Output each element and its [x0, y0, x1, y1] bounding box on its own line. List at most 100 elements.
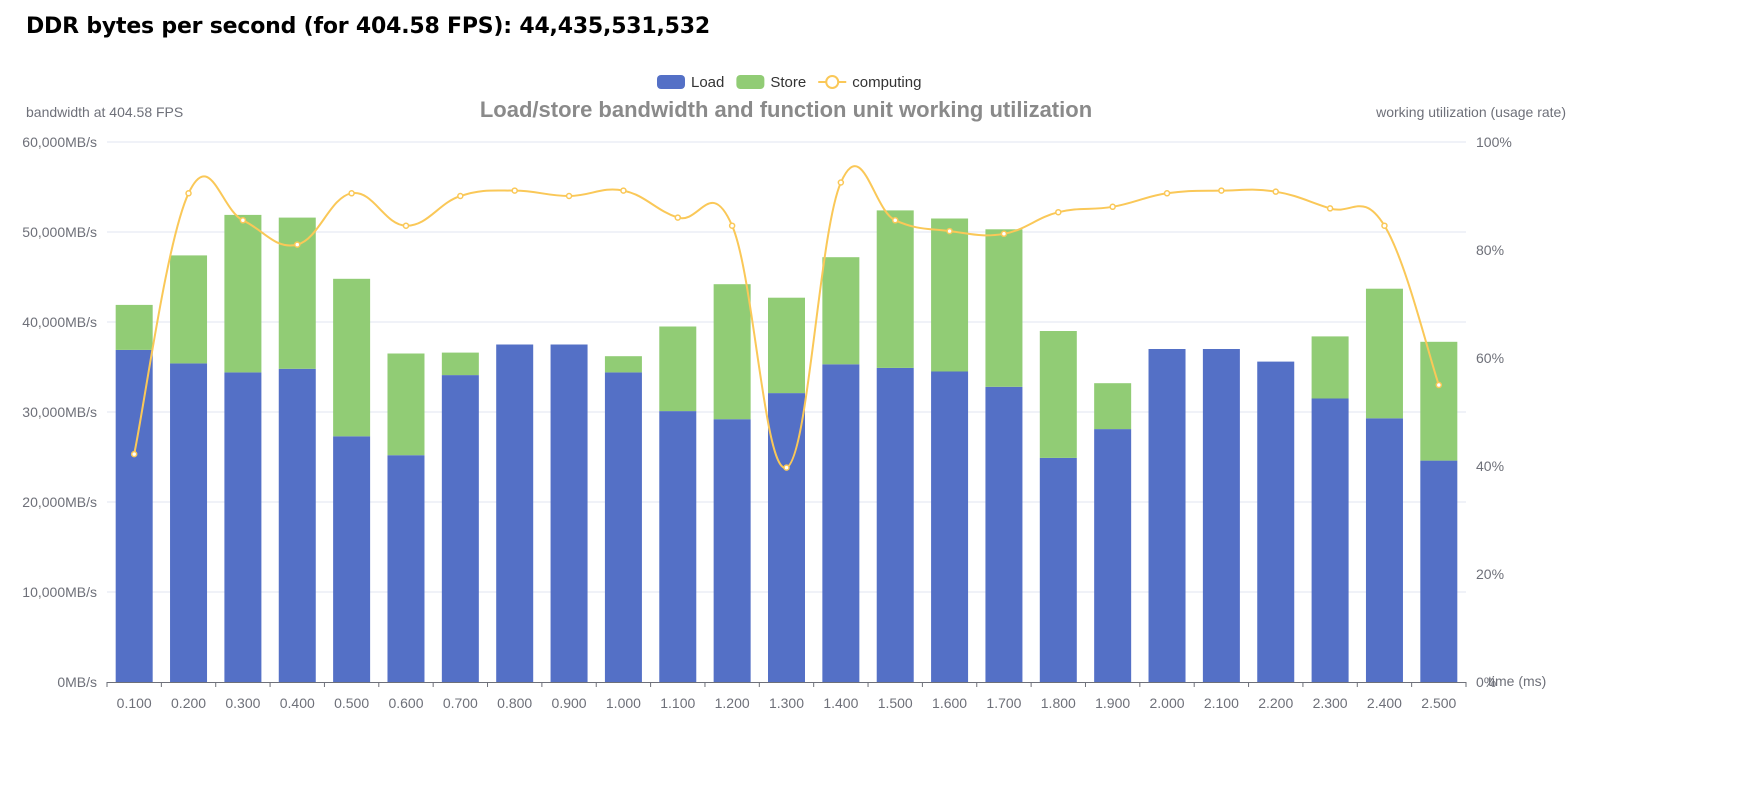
y2-tick-label: 60%	[1476, 350, 1504, 366]
bar-store-1.800[interactable]	[1039, 331, 1077, 458]
bar-store-1.900[interactable]	[1094, 383, 1132, 430]
page-heading-label: DDR bytes per second (for 404.58 FPS):	[26, 14, 512, 39]
computing-point-1.400[interactable]	[837, 179, 845, 186]
bar-load-1.200[interactable]	[713, 419, 751, 682]
x-tick-label: 1.600	[932, 695, 967, 711]
computing-point-1.600[interactable]	[946, 227, 953, 235]
bar-store-2.400[interactable]	[1365, 288, 1403, 419]
computing-point-1.300[interactable]	[783, 464, 790, 471]
y2-tick-label: 80%	[1476, 242, 1504, 258]
x-tick-label: 1.800	[1041, 695, 1076, 711]
bar-store-1.500[interactable]	[876, 210, 914, 368]
x-tick-label: 0.500	[334, 695, 369, 711]
bar-store-0.600[interactable]	[387, 353, 425, 456]
computing-point-2.500[interactable]	[1435, 381, 1443, 389]
x-tick-label: 0.700	[443, 695, 478, 711]
computing-point-0.800[interactable]	[511, 187, 518, 194]
computing-point-0.400[interactable]	[294, 241, 301, 248]
bar-store-0.100[interactable]	[115, 304, 153, 350]
bar-load-2.500[interactable]	[1420, 460, 1458, 682]
y-tick-label: 30,000MB/s	[22, 404, 97, 420]
bar-load-1.400[interactable]	[822, 364, 860, 682]
y2-axis-name: working utilization (usage rate)	[1375, 104, 1566, 120]
bar-load-1.500[interactable]	[876, 367, 914, 682]
computing-point-2.000[interactable]	[1163, 190, 1171, 197]
y2-tick-label: 40%	[1476, 458, 1504, 474]
x-tick-label: 2.200	[1258, 695, 1293, 711]
bar-load-0.800[interactable]	[496, 344, 534, 683]
bar-store-1.200[interactable]	[713, 284, 751, 420]
bar-load-1.800[interactable]	[1039, 457, 1077, 682]
bar-store-1.400[interactable]	[822, 257, 860, 365]
legend: Load Store computing	[657, 74, 921, 91]
legend-label-store: Store	[770, 74, 806, 91]
bar-load-2.300[interactable]	[1311, 398, 1349, 683]
computing-point-0.900[interactable]	[565, 192, 573, 200]
legend-item-load[interactable]: Load	[657, 74, 724, 91]
bar-store-1.600[interactable]	[931, 218, 969, 372]
computing-point-1.100[interactable]	[674, 214, 682, 221]
bar-store-1.300[interactable]	[768, 297, 805, 394]
legend-item-computing[interactable]: computing	[818, 74, 921, 91]
bar-load-0.400[interactable]	[278, 368, 316, 682]
computing-point-1.700[interactable]	[1000, 230, 1008, 238]
bar-load-1.000[interactable]	[604, 372, 642, 682]
bar-load-2.400[interactable]	[1365, 418, 1403, 682]
bar-load-0.600[interactable]	[387, 455, 425, 682]
bar-load-0.200[interactable]	[170, 363, 208, 682]
bar-load-2.000[interactable]	[1148, 349, 1186, 682]
legend-item-store[interactable]: Store	[736, 74, 806, 91]
bar-store-0.200[interactable]	[170, 255, 208, 364]
bar-store-0.500[interactable]	[333, 278, 371, 437]
computing-point-2.400[interactable]	[1381, 222, 1388, 229]
x-tick-label: 0.900	[552, 695, 587, 711]
computing-point-0.600[interactable]	[402, 222, 410, 229]
x-tick-label: 1.200	[715, 695, 750, 711]
computing-point-0.100[interactable]	[130, 450, 138, 458]
bar-load-2.100[interactable]	[1202, 349, 1240, 682]
computing-point-1.500[interactable]	[891, 217, 899, 224]
bar-load-2.200[interactable]	[1257, 361, 1295, 682]
computing-point-1.800[interactable]	[1055, 208, 1062, 216]
computing-point-1.200[interactable]	[728, 222, 736, 229]
bar-store-1.700[interactable]	[985, 229, 1023, 387]
bar-load-1.600[interactable]	[931, 371, 969, 683]
bar-load-0.100[interactable]	[115, 349, 153, 682]
computing-point-1.900[interactable]	[1109, 203, 1116, 211]
computing-point-2.300[interactable]	[1326, 205, 1334, 212]
computing-point-2.200[interactable]	[1272, 188, 1279, 195]
x-tick-label: 1.900	[1095, 695, 1130, 711]
computing-point-0.500[interactable]	[348, 190, 355, 197]
bar-load-1.100[interactable]	[659, 411, 697, 682]
x-tick-label: 1.100	[660, 695, 695, 711]
bar-store-0.400[interactable]	[278, 217, 316, 369]
bar-store-2.500[interactable]	[1420, 341, 1458, 461]
legend-label-load: Load	[691, 74, 724, 91]
bar-store-0.300[interactable]	[224, 214, 262, 373]
bar-load-1.900[interactable]	[1094, 429, 1132, 682]
bar-load-1.700[interactable]	[985, 386, 1023, 682]
bar-load-0.900[interactable]	[550, 344, 588, 683]
bar-store-0.700[interactable]	[441, 352, 479, 376]
computing-point-0.300[interactable]	[239, 217, 247, 224]
bar-store-1.100[interactable]	[659, 326, 697, 412]
y2-tick-label: 20%	[1476, 566, 1504, 582]
x-tick-label: 0.600	[388, 695, 423, 711]
x-tick-label: 2.500	[1421, 695, 1456, 711]
bar-store-2.300[interactable]	[1311, 336, 1349, 399]
bar-store-1.000[interactable]	[604, 356, 642, 373]
y2-tick-label: 100%	[1476, 134, 1512, 150]
computing-point-1.000[interactable]	[620, 187, 627, 194]
computing-point-2.100[interactable]	[1218, 187, 1225, 194]
computing-point-0.200[interactable]	[185, 190, 192, 197]
page-heading: DDR bytes per second (for 404.58 FPS): 4…	[26, 14, 710, 39]
x-tick-label: 0.800	[497, 695, 532, 711]
bar-load-0.700[interactable]	[441, 375, 479, 682]
y-tick-label: 0MB/s	[57, 674, 97, 690]
computing-point-0.700[interactable]	[457, 192, 464, 200]
x-axis-name: time (ms)	[1488, 673, 1546, 689]
chart-title: Load/store bandwidth and function unit w…	[480, 97, 1092, 122]
bar-load-0.500[interactable]	[333, 436, 371, 682]
bar-load-0.300[interactable]	[224, 372, 262, 682]
